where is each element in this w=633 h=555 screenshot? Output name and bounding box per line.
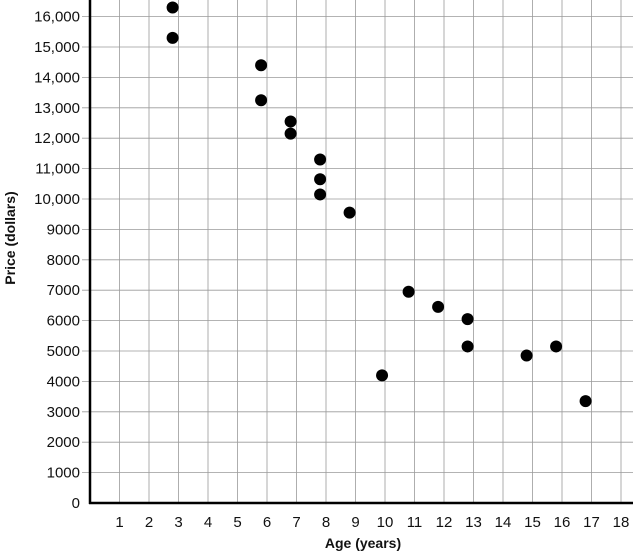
data-point xyxy=(520,349,533,362)
y-tick-label: 8000 xyxy=(47,252,80,269)
x-tick-label: 9 xyxy=(351,514,359,531)
x-tick-label: 13 xyxy=(465,514,482,531)
grid-lines xyxy=(82,0,633,503)
y-tick-label: 5000 xyxy=(47,343,80,360)
x-tick-label: 10 xyxy=(377,514,394,531)
y-tick-label: 1000 xyxy=(47,465,80,482)
x-tick-label: 7 xyxy=(292,514,300,531)
x-tick-label: 3 xyxy=(174,514,182,531)
data-point xyxy=(314,173,327,186)
x-tick-label: 8 xyxy=(322,514,330,531)
x-tick-label: 2 xyxy=(145,514,153,531)
y-tick-label: 6000 xyxy=(47,313,80,330)
y-tick-label: 2000 xyxy=(47,434,80,451)
x-axis-ticks: 1 2 3 4 5 6 7 8 9 10 11 12 13 14 15 16 17 18 xyxy=(115,514,629,531)
y-tick-label: 4000 xyxy=(47,373,80,390)
y-tick-label: 15,000 xyxy=(34,39,80,56)
y-tick-label: 10,000 xyxy=(34,191,80,208)
x-tick-label: 17 xyxy=(583,514,600,531)
data-points xyxy=(166,1,592,408)
data-point xyxy=(432,300,445,313)
y-tick-label: 9000 xyxy=(47,221,80,238)
axes xyxy=(88,0,633,505)
data-point xyxy=(550,340,563,353)
data-point xyxy=(255,59,268,72)
y-tick-label: 0 xyxy=(72,495,80,512)
x-tick-label: 15 xyxy=(524,514,541,531)
data-point xyxy=(314,153,327,166)
data-point xyxy=(461,340,474,353)
x-tick-label: 4 xyxy=(204,514,212,531)
x-tick-label: 18 xyxy=(613,514,630,531)
data-point xyxy=(255,94,268,107)
data-point xyxy=(376,369,389,382)
data-point xyxy=(284,127,297,140)
data-point xyxy=(166,31,179,44)
x-axis-label: Age (years) xyxy=(325,535,401,551)
y-tick-label: 14,000 xyxy=(34,69,80,86)
data-point xyxy=(166,1,179,14)
x-tick-label: 12 xyxy=(436,514,453,531)
data-point xyxy=(314,188,327,201)
y-tick-label: 7000 xyxy=(47,282,80,299)
y-axis-ticks: 0 1000 2000 3000 4000 5000 6000 7000 8000 9000 10,… xyxy=(34,9,80,512)
x-tick-label: 6 xyxy=(263,514,271,531)
data-point xyxy=(284,115,297,128)
y-tick-label: 3000 xyxy=(47,404,80,421)
data-point xyxy=(402,285,415,298)
x-tick-label: 14 xyxy=(495,514,512,531)
x-tick-label: 1 xyxy=(115,514,123,531)
y-tick-label: 16,000 xyxy=(34,9,80,26)
y-tick-label: 13,000 xyxy=(34,100,80,117)
x-tick-label: 5 xyxy=(233,514,241,531)
data-point xyxy=(461,313,474,326)
x-tick-label: 16 xyxy=(554,514,571,531)
x-tick-label: 11 xyxy=(407,514,423,531)
y-tick-label: 11,000 xyxy=(35,161,80,178)
data-point xyxy=(343,206,356,219)
y-tick-label: 12,000 xyxy=(34,130,80,147)
data-point xyxy=(579,395,592,408)
y-axis-label: Price (dollars) xyxy=(2,191,18,284)
